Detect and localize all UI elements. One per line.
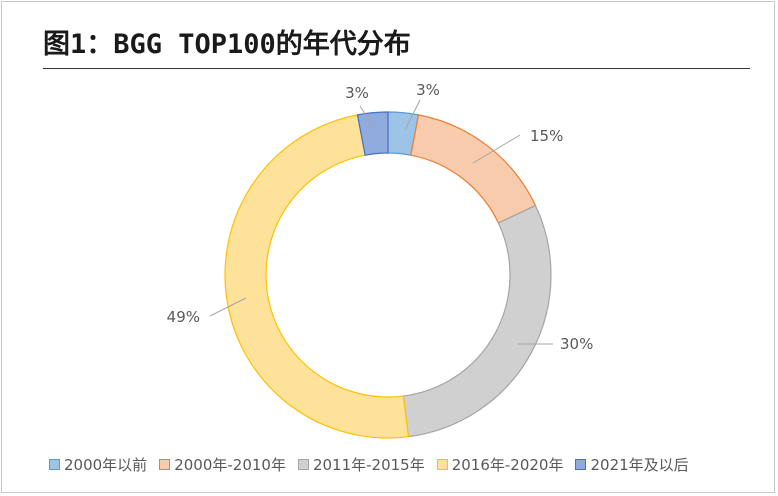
data-label-4: 49%: [167, 308, 200, 326]
donut-slices: [224, 111, 552, 439]
data-label-5: 3%: [345, 84, 369, 102]
donut-slice-3: [402, 204, 552, 438]
data-label-1: 3%: [416, 81, 440, 99]
data-labels: 3% 15% 30% 49% 3%: [167, 81, 594, 353]
donut-slice-2: [410, 114, 537, 224]
legend-item-2: 2000年-2010年: [159, 454, 286, 475]
data-label-3: 30%: [560, 335, 593, 353]
chart-title: 图1：BGG TOP100的年代分布: [43, 29, 411, 60]
legend-swatch-3: [297, 458, 309, 470]
donut-slice-5: [356, 111, 389, 156]
legend-swatch-1: [49, 458, 60, 470]
legend-label-5: 2021年及以后: [590, 455, 689, 474]
legend-label-1: 2000年以前: [64, 455, 148, 474]
leader-line-2: [472, 134, 521, 164]
donut-slice-4: [224, 114, 410, 439]
leader-line-4: [209, 297, 247, 317]
legend-label-3: 2011年-2015年: [312, 455, 425, 474]
legend: 2000年以前 2000年-2010年 2011年-2015年 2016年-2020年…: [49, 453, 689, 475]
data-label-2: 15%: [530, 127, 563, 145]
title-underline: [43, 68, 750, 69]
legend-item-4: 2016年-2020年: [436, 454, 564, 475]
legend-item-5: 2021年及以后: [575, 454, 689, 475]
legend-swatch-2: [159, 458, 171, 470]
legend-swatch-4: [436, 458, 448, 470]
leader-line-1: [404, 99, 421, 131]
legend-swatch-5: [575, 458, 587, 470]
legend-label-2: 2000年-2010年: [174, 455, 286, 474]
legend-label-4: 2016年-2020年: [451, 455, 564, 474]
leader-line-5: [359, 105, 375, 129]
legend-item-3: 2011年-2015年: [297, 454, 425, 475]
leader-lines: [209, 99, 553, 345]
legend-item-1: 2000年以前: [49, 454, 147, 475]
